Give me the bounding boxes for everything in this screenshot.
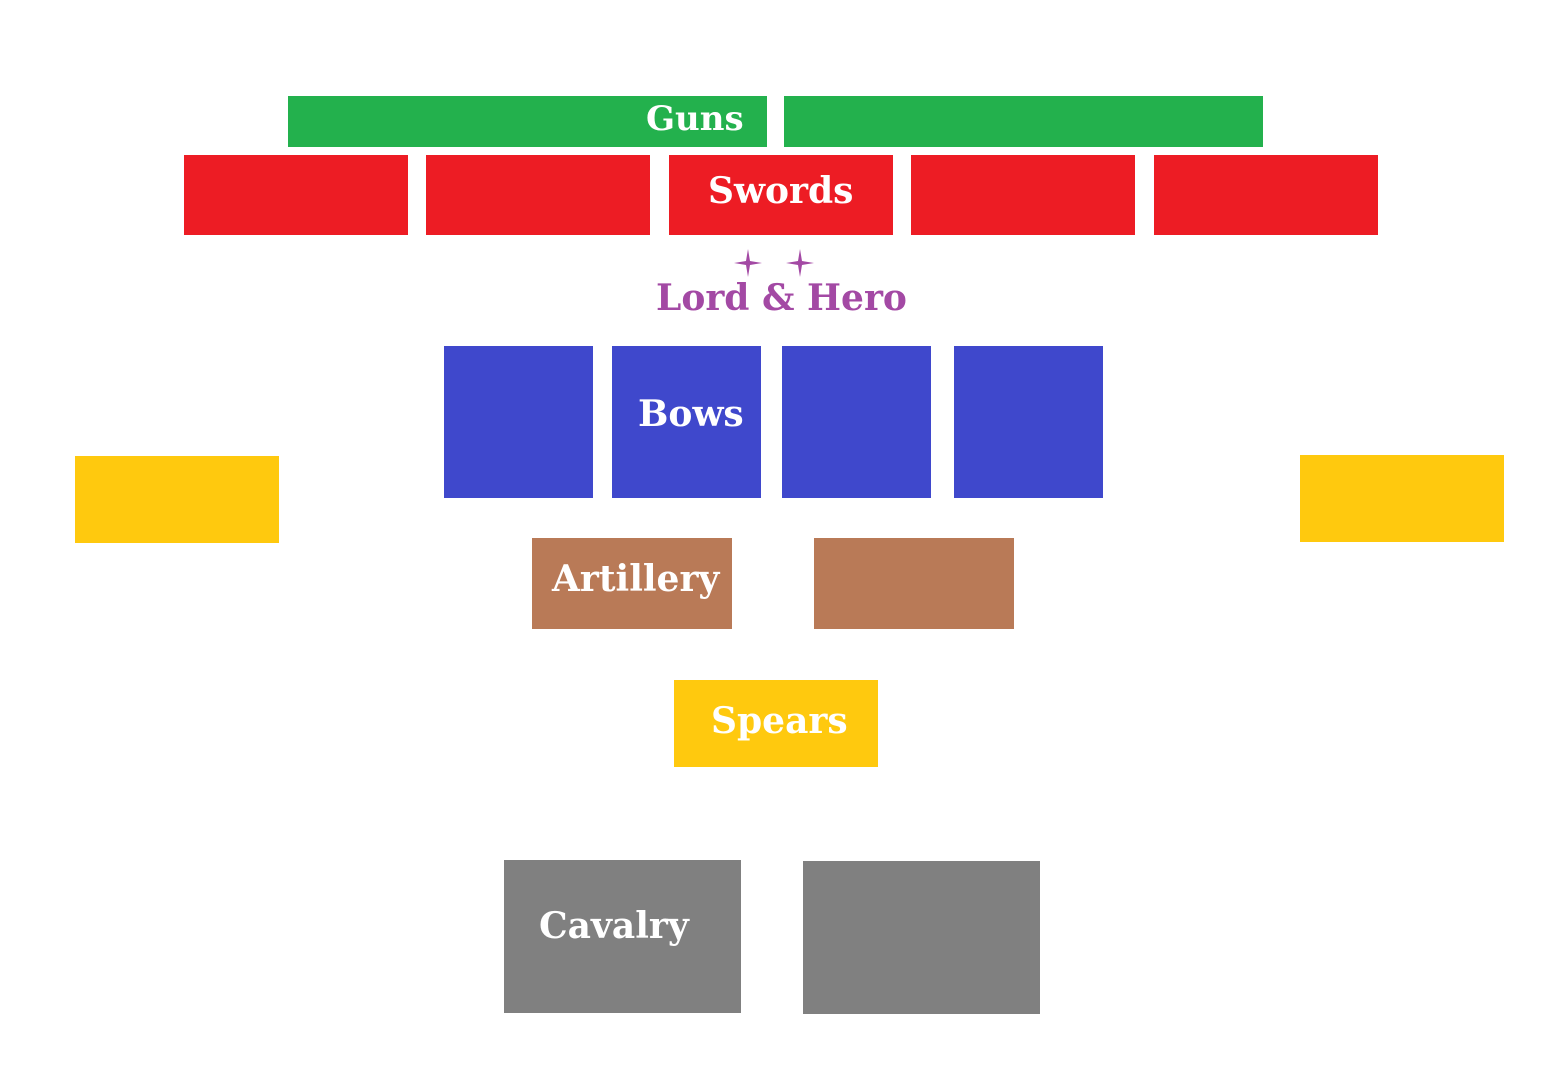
swords-label: Swords [708,170,854,212]
cavalry-unit-2 [803,861,1040,1014]
swords-unit-5 [1154,155,1378,235]
guns-unit-2 [784,96,1263,147]
swords-unit-1 [184,155,408,235]
cavalry-unit-1 [504,860,741,1013]
bows-unit-3 [782,346,931,498]
right-flank-unit [1300,455,1504,542]
swords-unit-4 [911,155,1135,235]
guns-unit-1 [288,96,767,147]
bows-unit-4 [954,346,1103,498]
spears-label: Spears [711,700,848,742]
guns-label: Guns [646,99,744,139]
swords-unit-3 [669,155,893,235]
artillery-label: Artillery [552,558,720,600]
bows-label: Bows [638,393,744,435]
swords-unit-2 [426,155,650,235]
star-icon [734,249,762,277]
artillery-unit-2 [814,538,1014,629]
left-flank-unit [75,456,279,543]
cavalry-label: Cavalry [539,905,689,947]
bows-unit-1 [444,346,593,498]
hero-label: Lord & Hero [656,277,907,319]
bows-unit-2 [612,346,761,498]
artillery-unit-1 [532,538,732,629]
spears-unit [674,680,878,767]
star-icon [786,249,814,277]
